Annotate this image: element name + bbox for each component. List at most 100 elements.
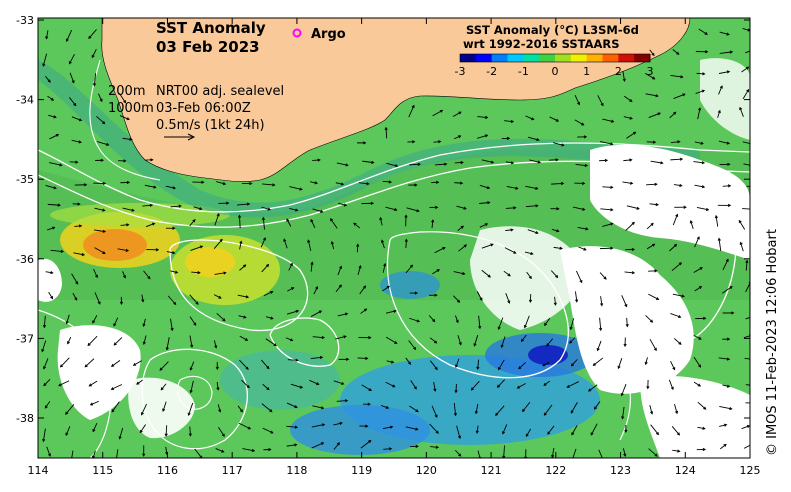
colorbar-tick-label: 1 xyxy=(583,65,590,78)
current-vector-head xyxy=(164,433,168,437)
current-vector-head xyxy=(290,338,294,342)
current-vector xyxy=(693,267,703,273)
current-vector xyxy=(360,440,372,449)
current-vector xyxy=(385,127,388,139)
current-vector xyxy=(502,424,508,434)
current-vector-head xyxy=(502,455,506,458)
current-vector xyxy=(262,217,265,230)
current-vector-head xyxy=(291,287,295,291)
current-vector xyxy=(477,134,488,139)
cool-anomaly-deep xyxy=(528,345,568,365)
current-vector xyxy=(476,291,483,301)
current-vector xyxy=(572,206,585,211)
current-vector-head xyxy=(340,182,345,186)
current-vector-head xyxy=(270,430,274,434)
current-vector xyxy=(122,207,135,212)
current-vector-head xyxy=(221,433,225,437)
current-vector-head xyxy=(383,262,387,267)
colorbar-tick-label: 0 xyxy=(552,65,559,78)
current-vector-head xyxy=(680,75,684,79)
current-vector-head xyxy=(411,104,415,109)
current-vector-head xyxy=(136,381,140,385)
current-vector xyxy=(551,447,555,458)
current-vector-head xyxy=(237,214,242,218)
current-vector xyxy=(694,286,702,292)
current-vector-head xyxy=(566,384,570,388)
current-vector-head xyxy=(434,293,438,297)
current-vector xyxy=(97,141,109,146)
current-vector xyxy=(718,140,730,144)
current-vector xyxy=(408,105,415,118)
current-vector-head xyxy=(726,357,731,361)
current-vector-head xyxy=(656,297,660,300)
current-vector-head xyxy=(44,405,48,409)
current-vector-head xyxy=(431,219,435,223)
current-vector-head xyxy=(610,222,614,226)
current-vector-head xyxy=(266,366,270,370)
current-vector-head xyxy=(384,126,388,131)
current-vector xyxy=(626,131,636,139)
current-vector xyxy=(673,93,686,99)
current-vector-head xyxy=(544,322,548,327)
current-vector-head xyxy=(507,273,511,277)
current-vector xyxy=(455,315,459,323)
current-vector-head xyxy=(88,383,92,387)
current-vector-head xyxy=(460,161,464,165)
current-vector-head xyxy=(719,85,723,89)
current-vector-head xyxy=(43,366,47,370)
current-vector xyxy=(542,361,550,367)
current-vector-head xyxy=(126,117,130,121)
current-vector-head xyxy=(394,164,399,168)
current-vector xyxy=(214,213,220,226)
current-vector-head xyxy=(542,363,546,367)
current-vector-head xyxy=(496,384,501,388)
current-vectors xyxy=(41,27,755,458)
current-vector-head xyxy=(239,409,243,413)
current-vector-head xyxy=(113,342,117,346)
current-vector-head xyxy=(47,79,51,83)
current-vector xyxy=(590,423,598,436)
current-vector-head xyxy=(673,111,677,115)
current-vector xyxy=(544,317,551,326)
current-vector xyxy=(739,107,744,117)
current-vector-head xyxy=(222,182,227,186)
current-vector-head xyxy=(266,387,270,391)
current-vector xyxy=(382,263,386,273)
current-vector-head xyxy=(651,52,655,57)
current-vector xyxy=(309,379,319,385)
current-vector xyxy=(69,53,75,64)
current-vector xyxy=(238,422,251,430)
current-vector xyxy=(693,381,701,387)
current-vector xyxy=(162,401,167,412)
current-vector-head xyxy=(249,181,253,186)
current-vector xyxy=(310,356,323,360)
current-vector-head xyxy=(341,381,345,385)
current-vector xyxy=(90,400,99,406)
current-vector xyxy=(188,402,194,416)
current-vector-head xyxy=(753,402,755,404)
current-vector xyxy=(549,116,559,122)
current-vector xyxy=(310,310,322,317)
current-vector xyxy=(718,85,723,95)
current-vector xyxy=(92,450,96,458)
current-vector-head xyxy=(416,209,420,213)
current-vector-head xyxy=(629,99,633,102)
current-vector xyxy=(89,380,98,387)
current-vector-head xyxy=(245,295,250,299)
current-vector-head xyxy=(590,432,594,436)
current-vector xyxy=(550,270,558,278)
current-vector xyxy=(574,94,580,105)
current-vector xyxy=(262,383,270,390)
current-vector xyxy=(670,74,683,78)
current-vector-head xyxy=(131,208,135,212)
current-vector xyxy=(119,427,124,439)
current-vector xyxy=(477,359,480,370)
current-vector-head xyxy=(339,265,343,269)
current-vector xyxy=(578,246,587,251)
current-vector xyxy=(697,401,706,410)
current-vector-head xyxy=(559,246,563,250)
current-vector xyxy=(649,203,659,206)
current-vector-head xyxy=(582,207,586,211)
current-vector xyxy=(69,72,75,83)
current-vector xyxy=(669,244,677,252)
